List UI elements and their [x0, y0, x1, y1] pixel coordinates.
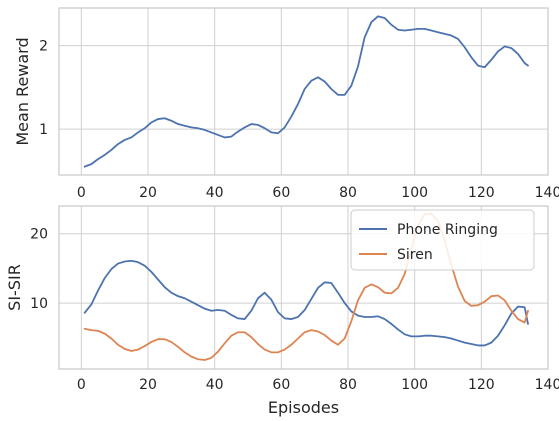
x-tick-label: 40: [206, 377, 224, 393]
legend-label: Siren: [397, 247, 433, 263]
reward-chart-panel: 0 20 40 60 80 100 120 140 1 2 Mean Reward: [13, 7, 559, 201]
y-axis-label: Mean Reward: [13, 37, 32, 145]
x-tick-label: 140: [535, 377, 559, 393]
x-tick-label: 120: [468, 377, 495, 393]
phone-ringing-line: [83, 259, 529, 347]
x-tick-label: 100: [401, 377, 428, 393]
y-tick-label: 10: [30, 296, 48, 312]
x-tick-label: 20: [139, 377, 157, 393]
x-tick-label: 80: [339, 185, 357, 201]
x-tick-label: 100: [401, 185, 428, 201]
legend-label: Phone Ringing: [397, 222, 498, 238]
x-tick-label: 80: [339, 377, 357, 393]
x-tick-label: 20: [139, 185, 157, 201]
y-tick-label: 1: [39, 122, 48, 138]
x-tick-label: 60: [272, 377, 290, 393]
legend: Phone Ringing Siren: [350, 209, 535, 271]
mean-reward-line: [83, 15, 529, 168]
legend-box: [350, 209, 535, 271]
x-axis-label: Episodes: [268, 398, 339, 417]
plot-frame: [58, 205, 549, 370]
x-tick-label: 40: [206, 185, 224, 201]
y-tick-label: 20: [30, 227, 48, 243]
x-tick-label: 0: [77, 185, 86, 201]
x-tick-label: 140: [535, 185, 559, 201]
sisir-chart-panel: 0 20 40 60 80 100 120 140 10 20 SI-SIR Episodes Phon…: [5, 205, 559, 417]
x-tick-label: 0: [77, 377, 86, 393]
x-tick-label: 60: [272, 185, 290, 201]
y-axis-label: SI-SIR: [5, 264, 24, 311]
y-tick-label: 2: [39, 39, 48, 55]
plot-frame: [58, 7, 549, 176]
siren-line: [83, 212, 529, 361]
x-tick-label: 120: [468, 185, 495, 201]
